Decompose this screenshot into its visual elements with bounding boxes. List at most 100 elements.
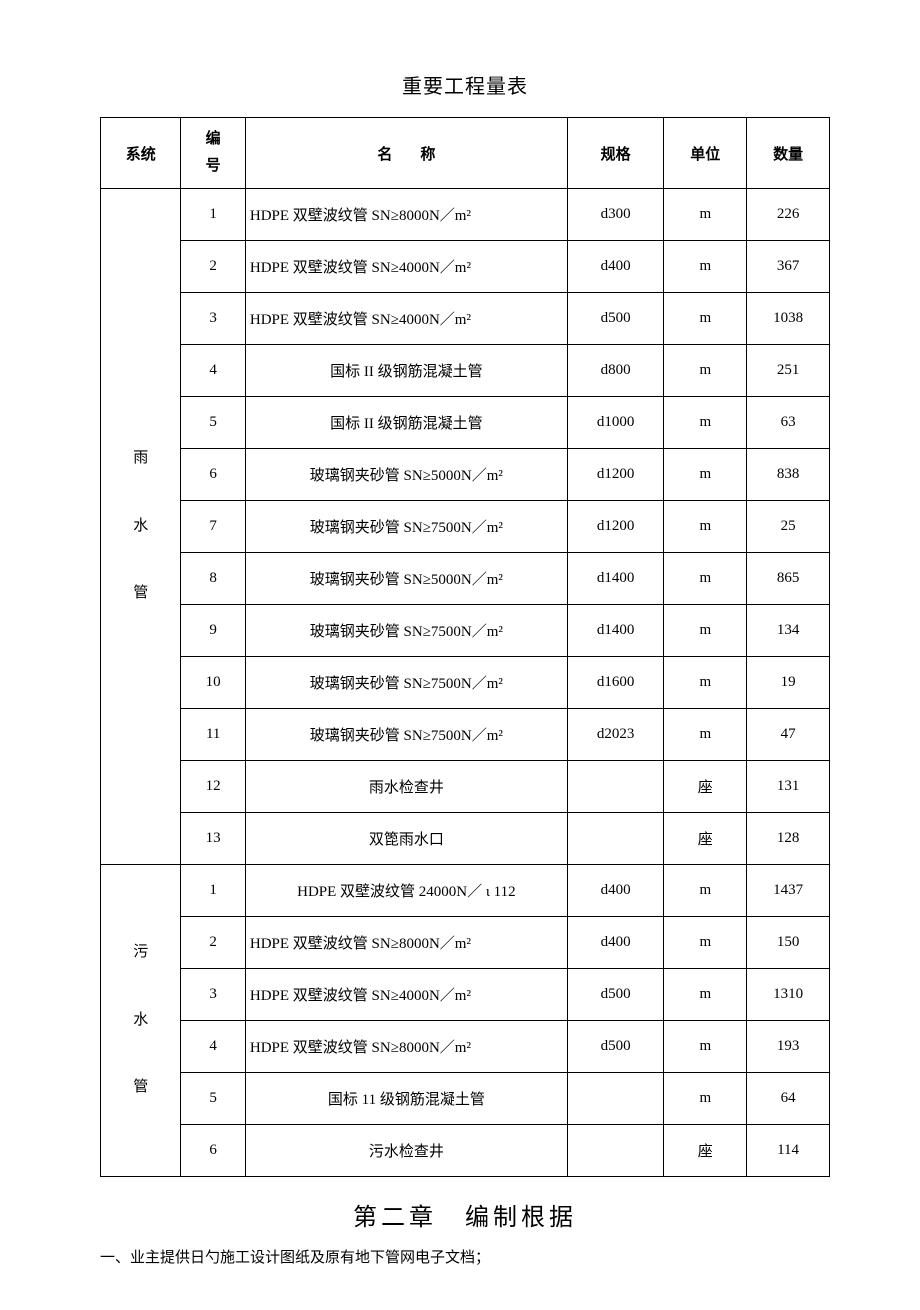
cell-num: 3: [181, 293, 245, 345]
quantity-table: 系统 编 号 名称 规格 单位 数量 雨 水 管 1 HDPE 双壁波纹管 SN…: [100, 117, 830, 1177]
cell-num: 4: [181, 345, 245, 397]
cell-name: 双箆雨水口: [245, 813, 567, 865]
cell-num: 6: [181, 1125, 245, 1177]
table-row: 6 污水检查井 座 114: [101, 1125, 830, 1177]
cell-name: HDPE 双壁波纹管 SN≥8000N／m²: [245, 189, 567, 241]
cell-spec: [567, 813, 664, 865]
table-title: 重要工程量表: [100, 70, 830, 99]
cell-unit: m: [664, 917, 747, 969]
cell-name: 国标 II 级钢筋混凝土管: [245, 345, 567, 397]
system-rain-l1: 雨: [133, 450, 148, 466]
table-row: 4 HDPE 双壁波纹管 SN≥8000N／m² d500 m 193: [101, 1021, 830, 1073]
cell-unit: 座: [664, 1125, 747, 1177]
cell-name: 玻璃钢夹砂管 SN≥5000N／m²: [245, 449, 567, 501]
cell-unit: m: [664, 501, 747, 553]
table-row: 9 玻璃钢夹砂管 SN≥7500N／m² d1400 m 134: [101, 605, 830, 657]
cell-num: 2: [181, 917, 245, 969]
cell-name: 国标 II 级钢筋混凝土管: [245, 397, 567, 449]
cell-num: 2: [181, 241, 245, 293]
cell-unit: m: [664, 969, 747, 1021]
chapter-heading: 第二章 编制根据: [100, 1197, 830, 1232]
cell-spec: d800: [567, 345, 664, 397]
cell-name: 玻璃钢夹砂管 SN≥5000N／m²: [245, 553, 567, 605]
cell-qty: 131: [747, 761, 830, 813]
cell-num: 3: [181, 969, 245, 1021]
cell-unit: m: [664, 709, 747, 761]
system-rain-l3: 管: [133, 585, 148, 601]
table-row: 13 双箆雨水口 座 128: [101, 813, 830, 865]
cell-spec: d1000: [567, 397, 664, 449]
cell-num: 11: [181, 709, 245, 761]
cell-spec: d1400: [567, 553, 664, 605]
cell-qty: 1038: [747, 293, 830, 345]
cell-spec: d400: [567, 917, 664, 969]
cell-unit: m: [664, 657, 747, 709]
table-row: 雨 水 管 1 HDPE 双壁波纹管 SN≥8000N／m² d300 m 22…: [101, 189, 830, 241]
cell-unit: m: [664, 553, 747, 605]
cell-unit: m: [664, 1073, 747, 1125]
table-row: 3 HDPE 双壁波纹管 SN≥4000N／m² d500 m 1310: [101, 969, 830, 1021]
body-paragraph: 一、业主提供日勺施工设计图纸及原有地下管网电子文档；: [100, 1246, 830, 1270]
header-qty: 数量: [747, 118, 830, 189]
cell-name: 国标 11 级钢筋混凝土管: [245, 1073, 567, 1125]
cell-name: 雨水检查井: [245, 761, 567, 813]
table-row: 10 玻璃钢夹砂管 SN≥7500N／m² d1600 m 19: [101, 657, 830, 709]
cell-spec: d1600: [567, 657, 664, 709]
cell-name: 玻璃钢夹砂管 SN≥7500N／m²: [245, 657, 567, 709]
cell-qty: 251: [747, 345, 830, 397]
cell-unit: m: [664, 397, 747, 449]
system-rain-l2: 水: [133, 518, 148, 534]
cell-qty: 128: [747, 813, 830, 865]
cell-spec: [567, 1125, 664, 1177]
table-row: 2 HDPE 双壁波纹管 SN≥8000N／m² d400 m 150: [101, 917, 830, 969]
system-rain: 雨 水 管: [101, 189, 181, 865]
cell-spec: d2023: [567, 709, 664, 761]
cell-spec: d1200: [567, 501, 664, 553]
table-row: 8 玻璃钢夹砂管 SN≥5000N／m² d1400 m 865: [101, 553, 830, 605]
table-row: 污 水 管 1 HDPE 双壁波纹管 24000N／ ι 112 d400 m …: [101, 865, 830, 917]
cell-num: 8: [181, 553, 245, 605]
cell-unit: m: [664, 189, 747, 241]
cell-name: HDPE 双壁波纹管 SN≥8000N／m²: [245, 917, 567, 969]
cell-qty: 25: [747, 501, 830, 553]
cell-num: 10: [181, 657, 245, 709]
header-system: 系统: [101, 118, 181, 189]
table-row: 7 玻璃钢夹砂管 SN≥7500N／m² d1200 m 25: [101, 501, 830, 553]
table-row: 11 玻璃钢夹砂管 SN≥7500N／m² d2023 m 47: [101, 709, 830, 761]
cell-spec: d1400: [567, 605, 664, 657]
cell-spec: [567, 1073, 664, 1125]
cell-spec: d400: [567, 865, 664, 917]
header-num: 编 号: [181, 118, 245, 189]
cell-qty: 63: [747, 397, 830, 449]
cell-num: 4: [181, 1021, 245, 1073]
cell-spec: d1200: [567, 449, 664, 501]
cell-spec: [567, 761, 664, 813]
cell-name: HDPE 双壁波纹管 SN≥4000N／m²: [245, 241, 567, 293]
header-unit: 单位: [664, 118, 747, 189]
cell-unit: m: [664, 241, 747, 293]
cell-qty: 226: [747, 189, 830, 241]
system-sewage-l3: 管: [133, 1079, 148, 1095]
cell-spec: d500: [567, 293, 664, 345]
cell-num: 12: [181, 761, 245, 813]
cell-num: 5: [181, 397, 245, 449]
cell-unit: m: [664, 605, 747, 657]
cell-unit: m: [664, 345, 747, 397]
cell-num: 5: [181, 1073, 245, 1125]
system-sewage: 污 水 管: [101, 865, 181, 1177]
table-header-row: 系统 编 号 名称 规格 单位 数量: [101, 118, 830, 189]
cell-unit: m: [664, 865, 747, 917]
cell-qty: 367: [747, 241, 830, 293]
cell-num: 13: [181, 813, 245, 865]
cell-name: 玻璃钢夹砂管 SN≥7500N／m²: [245, 501, 567, 553]
cell-qty: 150: [747, 917, 830, 969]
header-num-l1: 编: [206, 131, 221, 147]
cell-name: HDPE 双壁波纹管 24000N／ ι 112: [245, 865, 567, 917]
cell-unit: m: [664, 449, 747, 501]
header-name: 名称: [245, 118, 567, 189]
cell-qty: 134: [747, 605, 830, 657]
cell-qty: 19: [747, 657, 830, 709]
header-spec: 规格: [567, 118, 664, 189]
cell-name: 玻璃钢夹砂管 SN≥7500N／m²: [245, 605, 567, 657]
cell-num: 9: [181, 605, 245, 657]
